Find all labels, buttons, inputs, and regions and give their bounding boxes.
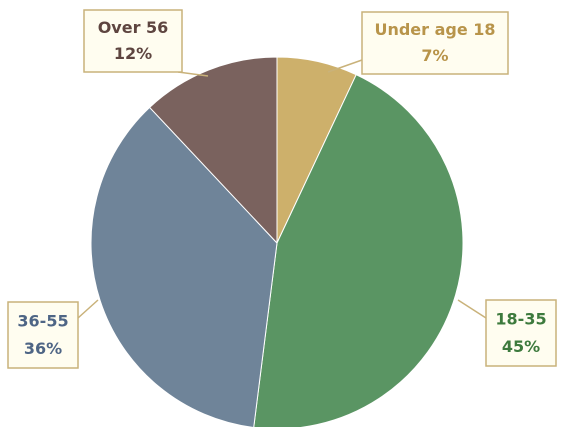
leader-line [177,71,209,77]
label-box [485,299,557,367]
label-box [361,11,509,75]
slice-label: Under age 18 [374,20,495,39]
label-box [7,301,79,369]
pie-slice [90,106,278,427]
slice-label: Over 56 [98,18,169,37]
slice-label: 18-35 [495,309,546,328]
slice-value-label: 36% [24,339,62,358]
slice-value-label: 12% [114,44,152,63]
pie-slice [148,56,278,245]
pie-slice [253,74,464,427]
slice-label: 36-55 [17,311,68,330]
slice-value-label: 45% [502,337,540,356]
label-box [83,9,183,73]
leader-line [327,59,363,73]
leader-line [457,299,487,319]
slice-value-label: 7% [421,46,448,65]
leader-line [77,299,99,319]
